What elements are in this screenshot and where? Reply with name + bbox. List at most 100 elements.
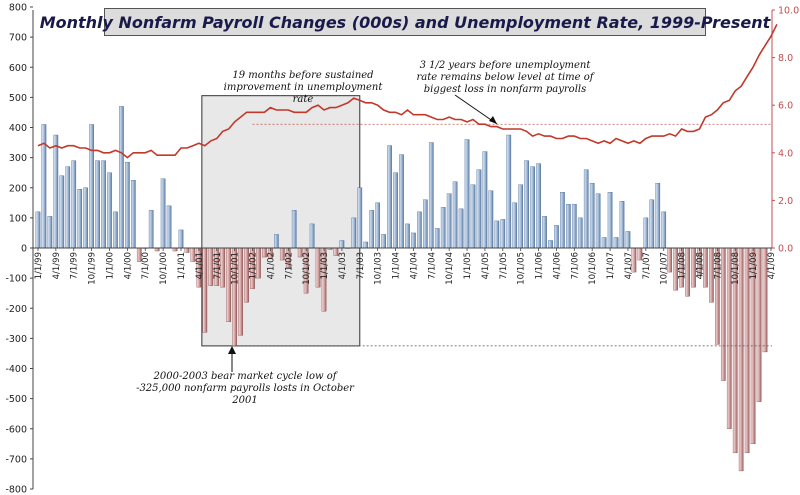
payroll-bar bbox=[339, 240, 345, 249]
payroll-bar bbox=[274, 234, 279, 249]
payroll-bar bbox=[130, 180, 136, 249]
payroll-bar bbox=[369, 210, 375, 249]
x-tick-label: 4/1/09 bbox=[767, 252, 777, 279]
left-tick-label: 400 bbox=[9, 123, 27, 134]
payroll-bar bbox=[548, 240, 553, 249]
left-tick-label: -300 bbox=[5, 334, 27, 345]
left-tick-label: 500 bbox=[9, 93, 27, 104]
payroll-bar bbox=[53, 134, 59, 249]
payroll-bar bbox=[530, 166, 535, 249]
payroll-bar bbox=[458, 208, 464, 249]
payroll-bar bbox=[399, 154, 404, 249]
reference-lines bbox=[234, 123, 772, 347]
x-tick-label: 10/1/02 bbox=[302, 252, 312, 285]
left-tick-label: -400 bbox=[5, 364, 27, 375]
payroll-bar bbox=[65, 166, 71, 249]
unemployment-rate-line bbox=[37, 23, 778, 159]
chart-title: Monthly Nonfarm Payroll Changes (000s) a… bbox=[39, 12, 771, 32]
axes: 800 700 600 500 400 300 200 100 0 -100 -200 -300 -40… bbox=[5, 3, 799, 495]
payroll-bar bbox=[309, 223, 315, 249]
left-tick-label: -700 bbox=[5, 454, 27, 465]
payroll-bar bbox=[291, 210, 297, 249]
x-tick-label: 1/1/02 bbox=[249, 252, 259, 279]
payroll-bars bbox=[35, 106, 768, 472]
payroll-bar bbox=[607, 192, 613, 249]
x-tick-label: 7/1/03 bbox=[356, 252, 366, 279]
payroll-bar bbox=[506, 134, 512, 249]
payroll-bar bbox=[560, 192, 565, 249]
payroll-bar bbox=[554, 225, 559, 249]
payroll-bar bbox=[375, 202, 381, 249]
left-tick-label: -200 bbox=[5, 304, 27, 315]
payroll-bar bbox=[77, 189, 83, 249]
payroll-bar bbox=[411, 232, 416, 249]
payroll-bar bbox=[518, 184, 524, 249]
x-tick-label: 1/1/07 bbox=[606, 252, 616, 279]
payroll-bar bbox=[476, 169, 482, 249]
left-tick-label: 600 bbox=[9, 63, 27, 74]
payroll-bar bbox=[577, 217, 583, 249]
payroll-bar bbox=[405, 223, 410, 249]
annotation-19-months: 19 months before sustained improvement i… bbox=[223, 70, 383, 105]
payroll-bar bbox=[589, 183, 595, 249]
left-tick-label: 100 bbox=[9, 213, 27, 224]
x-tick-label: 4/1/00 bbox=[123, 252, 133, 279]
x-tick-label: 4/1/03 bbox=[338, 252, 348, 279]
payroll-bar bbox=[35, 211, 41, 249]
payroll-bar bbox=[83, 187, 88, 249]
payroll-bar bbox=[500, 219, 506, 249]
payroll-bar bbox=[166, 205, 172, 249]
payroll-bar bbox=[482, 151, 488, 249]
payroll-bar bbox=[59, 175, 65, 249]
x-tick-label: 4/1/04 bbox=[409, 252, 419, 279]
left-tick-label: 700 bbox=[9, 33, 27, 44]
payroll-bar bbox=[107, 172, 112, 249]
x-tick-label: 10/1/08 bbox=[731, 252, 741, 285]
payroll-bar bbox=[542, 216, 547, 249]
left-tick-label: -600 bbox=[5, 424, 27, 435]
payroll-bar bbox=[625, 231, 631, 249]
payroll-bar bbox=[452, 181, 458, 249]
payroll-bar bbox=[71, 160, 77, 249]
payroll-bar bbox=[125, 161, 130, 249]
left-tick-label: 200 bbox=[9, 183, 27, 194]
payroll-bar bbox=[351, 217, 357, 249]
x-tick-label: 1/1/99 bbox=[34, 252, 44, 279]
payroll-bar bbox=[387, 145, 392, 249]
x-tick-label: 10/1/06 bbox=[588, 252, 598, 285]
right-tick-label: 2.0 bbox=[778, 196, 793, 207]
left-tick-label: -800 bbox=[5, 485, 27, 495]
right-tick-label: 0.0 bbox=[778, 244, 793, 255]
right-tick-label: 10.0 bbox=[778, 6, 799, 17]
payroll-bar bbox=[536, 163, 541, 249]
chart-title-box: Monthly Nonfarm Payroll Changes (000s) a… bbox=[40, 8, 770, 36]
x-tick-label: 1/1/04 bbox=[392, 252, 402, 279]
right-tick-label: 6.0 bbox=[778, 101, 793, 112]
x-tick-label: 1/1/06 bbox=[535, 252, 545, 279]
payroll-bar bbox=[661, 211, 667, 249]
x-tick-label: 4/1/01 bbox=[195, 252, 205, 279]
x-tick-label: 10/1/03 bbox=[374, 252, 384, 285]
highlight-region-layer bbox=[201, 95, 361, 347]
payroll-bar bbox=[148, 210, 154, 249]
payroll-bar bbox=[446, 193, 452, 249]
x-tick-label: 1/1/01 bbox=[177, 252, 187, 279]
x-tick-label: 7/1/02 bbox=[284, 252, 294, 279]
left-tick-label: 0 bbox=[21, 244, 27, 255]
x-tick-label: 7/1/99 bbox=[70, 252, 80, 279]
payroll-bar bbox=[428, 142, 434, 249]
payroll-bar bbox=[393, 172, 398, 249]
payroll-bar bbox=[464, 139, 470, 249]
left-tick-label: 300 bbox=[9, 153, 27, 164]
x-tick-labels: 1/1/99 4/1/99 7/1/99 10/1/99 1/1/00 4/1/00 7/1… bbox=[34, 248, 777, 285]
payroll-bar bbox=[566, 204, 571, 249]
x-tick-label: 10/1/05 bbox=[517, 252, 527, 285]
payroll-bar bbox=[601, 237, 607, 249]
x-tick-label: 7/1/07 bbox=[642, 252, 652, 279]
x-tick-label: 7/1/08 bbox=[713, 252, 723, 279]
annotation-arrows bbox=[228, 94, 498, 372]
payroll-bar bbox=[47, 216, 53, 249]
highlight-region bbox=[201, 95, 361, 347]
payroll-bar bbox=[357, 187, 363, 249]
x-tick-label: 1/1/00 bbox=[105, 252, 115, 279]
